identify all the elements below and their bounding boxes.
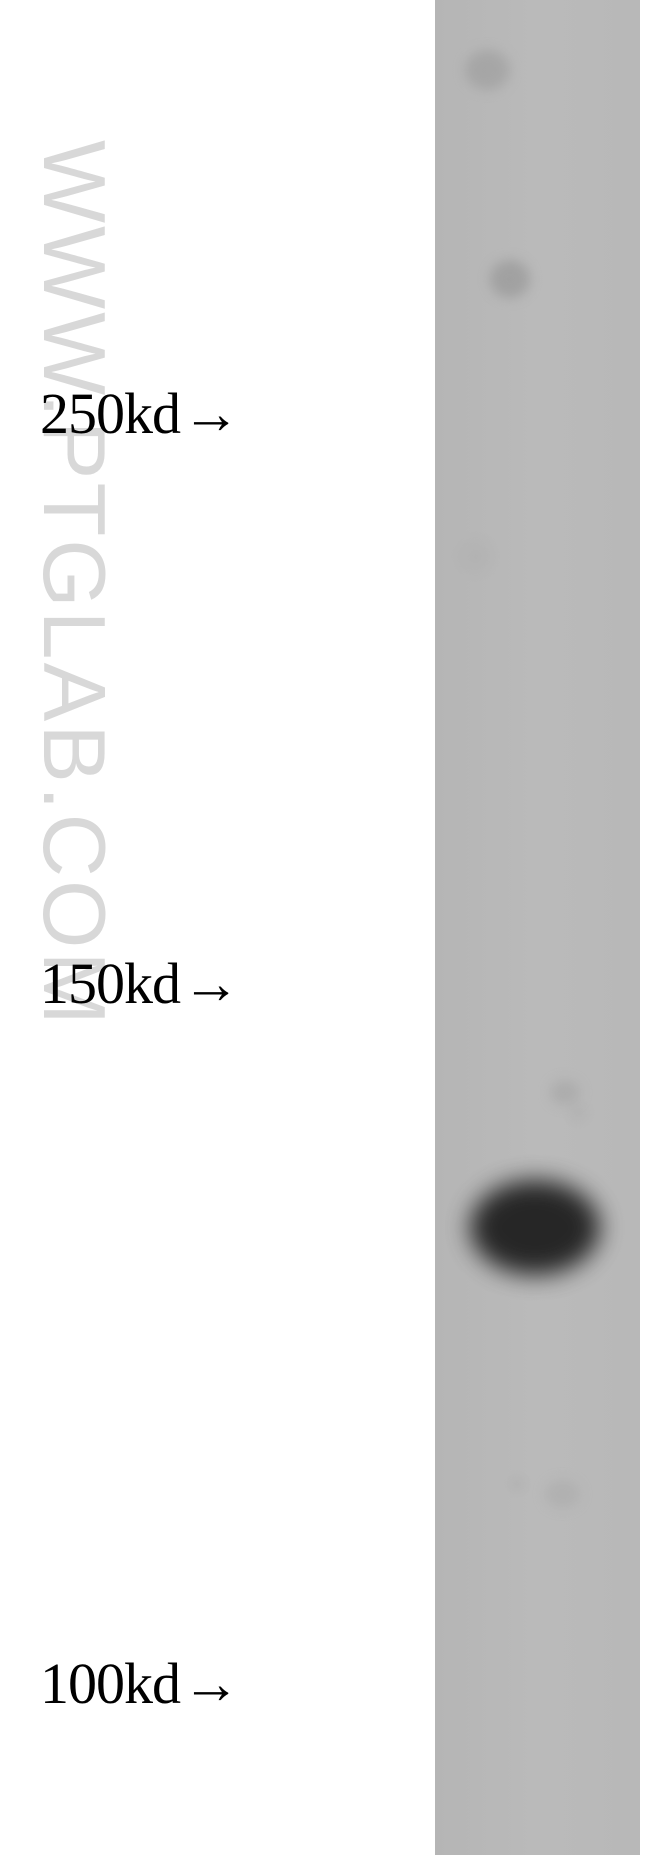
marker-150kd-label: 150kd (40, 950, 180, 1017)
faint-spot-2 (490, 260, 530, 298)
arrow-icon: → (182, 1650, 239, 1717)
marker-250kd-label: 250kd (40, 380, 180, 447)
lane-noise-texture (435, 0, 640, 1855)
arrow-icon: → (182, 950, 239, 1017)
faint-spot-3 (550, 1080, 580, 1105)
marker-250kd: 250kd→ (40, 380, 239, 447)
marker-100kd: 100kd→ (40, 1650, 239, 1717)
marker-150kd: 150kd→ (40, 950, 239, 1017)
watermark-text: WWW.PTGLAB.COM (23, 140, 125, 1028)
faint-spot-1 (465, 50, 510, 90)
faint-spot-4 (545, 1480, 580, 1508)
protein-band-main (470, 1180, 600, 1275)
arrow-icon: → (182, 380, 239, 447)
marker-100kd-label: 100kd (40, 1650, 180, 1717)
